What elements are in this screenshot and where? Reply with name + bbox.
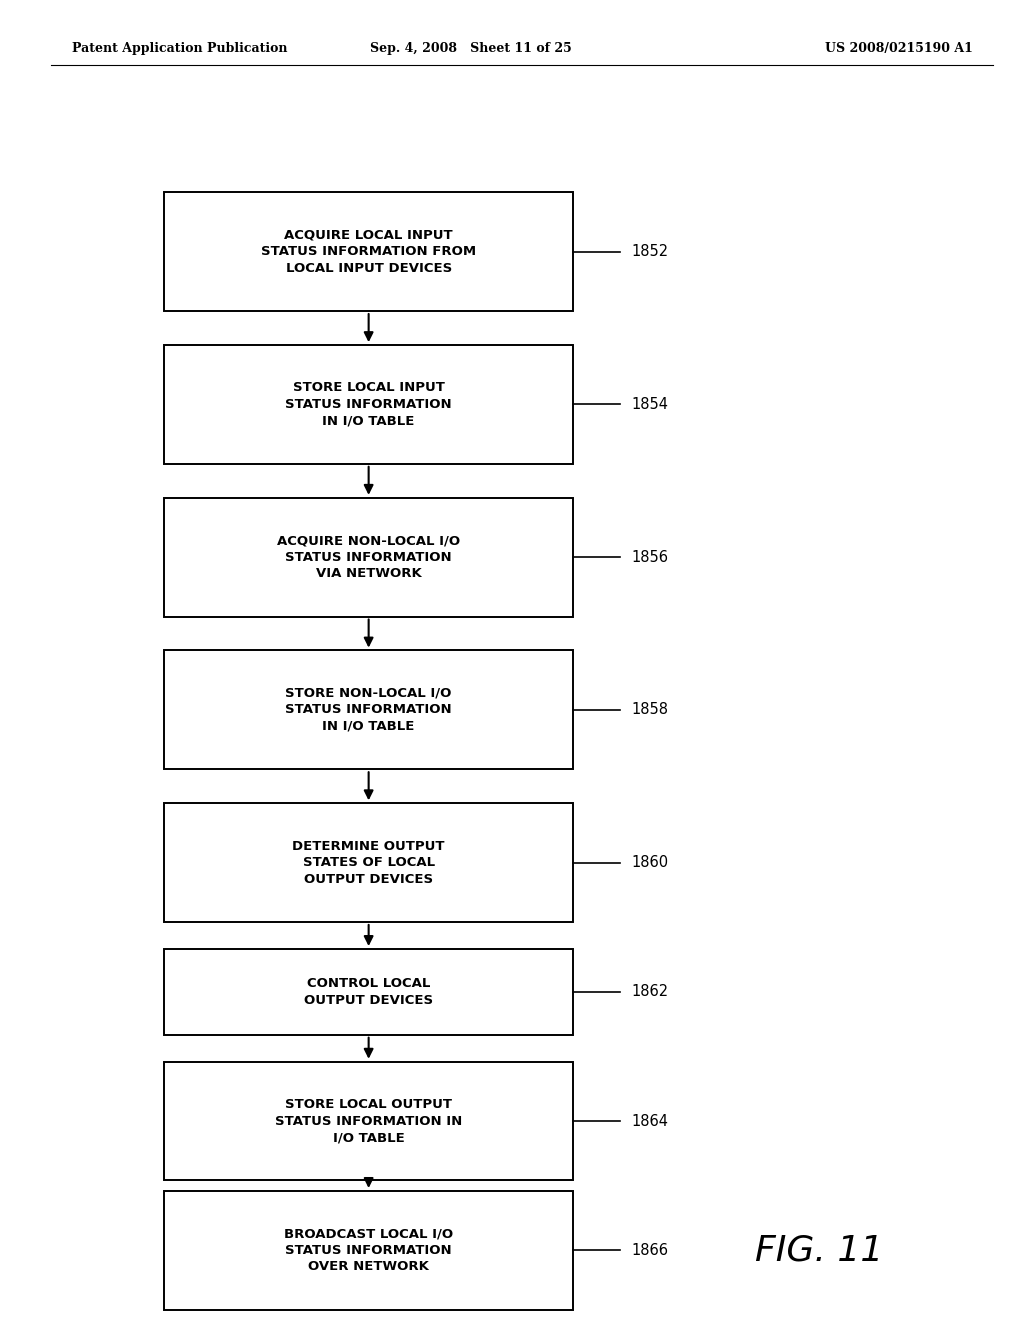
Bar: [164, 345, 573, 463]
Text: 1866: 1866: [632, 1243, 669, 1258]
Text: 1852: 1852: [632, 244, 669, 259]
Text: STORE NON-LOCAL I/O
STATUS INFORMATION
IN I/O TABLE: STORE NON-LOCAL I/O STATUS INFORMATION I…: [286, 686, 452, 733]
Bar: [164, 651, 573, 770]
Text: 1856: 1856: [632, 549, 669, 565]
Text: US 2008/0215190 A1: US 2008/0215190 A1: [825, 42, 973, 55]
Bar: [164, 949, 573, 1035]
Text: DETERMINE OUTPUT
STATES OF LOCAL
OUTPUT DEVICES: DETERMINE OUTPUT STATES OF LOCAL OUTPUT …: [293, 840, 444, 886]
Text: BROADCAST LOCAL I/O
STATUS INFORMATION
OVER NETWORK: BROADCAST LOCAL I/O STATUS INFORMATION O…: [284, 1228, 454, 1274]
Bar: [164, 1191, 573, 1309]
Text: CONTROL LOCAL
OUTPUT DEVICES: CONTROL LOCAL OUTPUT DEVICES: [304, 977, 433, 1007]
Bar: [164, 1061, 573, 1180]
Text: FIG. 11: FIG. 11: [755, 1233, 884, 1267]
Text: Sep. 4, 2008   Sheet 11 of 25: Sep. 4, 2008 Sheet 11 of 25: [370, 42, 572, 55]
Bar: [164, 498, 573, 616]
Text: 1858: 1858: [632, 702, 669, 717]
Text: STORE LOCAL INPUT
STATUS INFORMATION
IN I/O TABLE: STORE LOCAL INPUT STATUS INFORMATION IN …: [286, 381, 452, 428]
Text: STORE LOCAL OUTPUT
STATUS INFORMATION IN
I/O TABLE: STORE LOCAL OUTPUT STATUS INFORMATION IN…: [275, 1098, 462, 1144]
Text: 1864: 1864: [632, 1114, 669, 1129]
Text: Patent Application Publication: Patent Application Publication: [72, 42, 287, 55]
Text: 1854: 1854: [632, 397, 669, 412]
Bar: [164, 193, 573, 312]
Text: 1860: 1860: [632, 855, 669, 870]
Text: 1862: 1862: [632, 985, 669, 999]
Bar: [164, 803, 573, 921]
Text: ACQUIRE LOCAL INPUT
STATUS INFORMATION FROM
LOCAL INPUT DEVICES: ACQUIRE LOCAL INPUT STATUS INFORMATION F…: [261, 228, 476, 275]
Text: ACQUIRE NON-LOCAL I/O
STATUS INFORMATION
VIA NETWORK: ACQUIRE NON-LOCAL I/O STATUS INFORMATION…: [278, 535, 460, 581]
